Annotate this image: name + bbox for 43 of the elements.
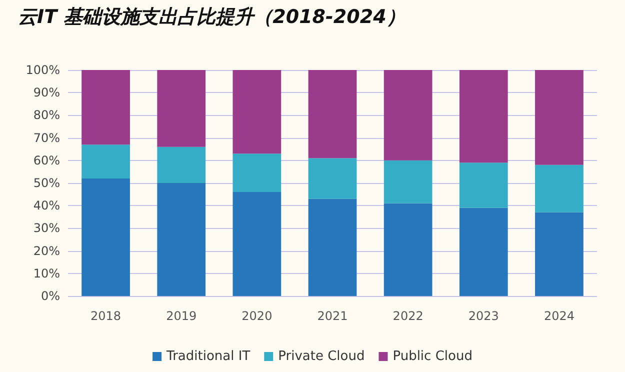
y-tick-label: 50%	[33, 176, 60, 190]
y-tick-label: 90%	[33, 86, 60, 100]
x-tick-label: 2018	[90, 309, 122, 323]
bar	[232, 192, 282, 296]
x-tick-label: 2020	[242, 309, 272, 323]
chart-title: 云IT 基础设施支出占比提升（2018-2024）	[18, 5, 406, 30]
bar	[82, 144, 130, 178]
bar	[384, 203, 432, 296]
y-tick-label: 40%	[33, 198, 60, 213]
bar	[157, 183, 206, 296]
bar	[82, 178, 130, 296]
legend-label: Private Cloud	[278, 349, 365, 364]
y-tick-label: 10%	[33, 266, 60, 280]
y-tick-label: 30%	[33, 221, 60, 236]
bar	[308, 198, 357, 296]
bar	[308, 70, 357, 158]
y-tick-label: 20%	[33, 244, 60, 258]
y-tick-label: 0%	[40, 289, 60, 303]
bar	[384, 70, 432, 160]
legend-label: Public Cloud	[392, 349, 472, 364]
bar	[308, 158, 357, 199]
bar	[384, 160, 432, 204]
bar	[535, 70, 584, 165]
bar	[459, 70, 508, 163]
bar	[232, 70, 282, 154]
legend-label: Traditional IT	[166, 349, 250, 364]
bar	[157, 146, 206, 183]
bar	[232, 154, 282, 192]
bar	[157, 70, 206, 147]
x-tick-label: 2023	[468, 309, 499, 323]
x-tick-label: 2022	[392, 309, 424, 323]
y-tick-label: 70%	[33, 130, 60, 145]
bar	[535, 212, 584, 296]
bar	[82, 70, 130, 145]
bar	[459, 162, 508, 208]
y-tick-label: 60%	[33, 153, 60, 168]
x-tick-label: 2024	[544, 309, 574, 323]
x-tick-label: 2021	[317, 309, 348, 323]
x-tick-label: 2019	[166, 309, 197, 323]
bar	[459, 208, 508, 296]
y-tick-label: 100%	[26, 63, 60, 77]
bar	[535, 164, 584, 212]
y-tick-label: 80%	[33, 108, 60, 122]
